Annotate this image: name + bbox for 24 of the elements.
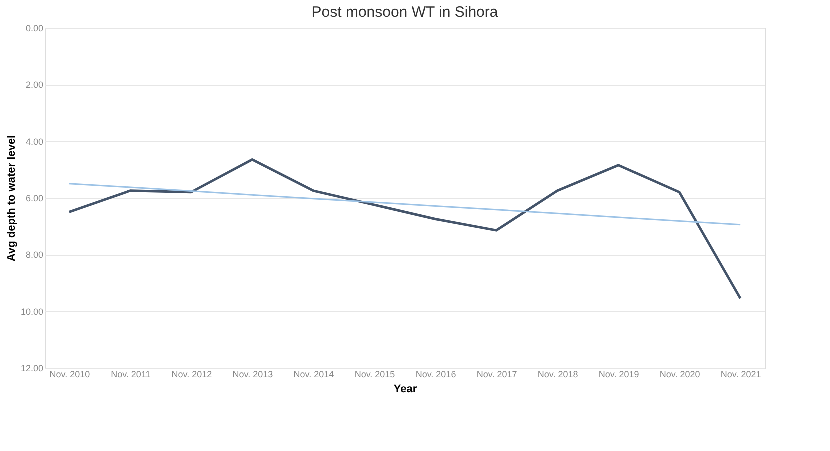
y-tick-label: 6.00 [26,194,44,204]
x-tick-label: Nov. 2011 [111,370,151,380]
x-tick-label: Nov. 2019 [598,370,640,380]
y-axis-title: Avg depth to water level [6,135,18,262]
line-series [68,183,742,226]
x-tick-label: Nov. 2010 [50,370,90,380]
x-tick-label: Nov. 2012 [172,370,212,380]
x-tick-label: Nov. 2020 [660,370,700,380]
x-axis-title: Year [394,384,418,396]
x-tick-label: Nov. 2016 [416,370,456,380]
x-tick-label: Nov. 2014 [294,370,334,380]
y-tick-label: 8.00 [26,250,44,260]
x-tick-label: Nov. 2013 [232,370,274,380]
y-tick-label: 2.00 [26,80,44,90]
line-series [68,158,742,300]
y-tick-label: 4.00 [26,136,44,147]
x-tick-label: Nov. 2015 [354,370,396,380]
x-tick-label: Nov. 2018 [538,370,578,380]
y-tick-label: 12.00 [20,364,44,374]
y-tick-label: 10.00 [20,306,44,317]
x-tick-label: Nov. 2017 [476,370,518,380]
x-tick-label: Nov. 2021 [720,370,762,380]
y-tick-label: 0.00 [26,24,44,34]
chart-title: Post monsoon WT in Sihora [312,4,499,21]
